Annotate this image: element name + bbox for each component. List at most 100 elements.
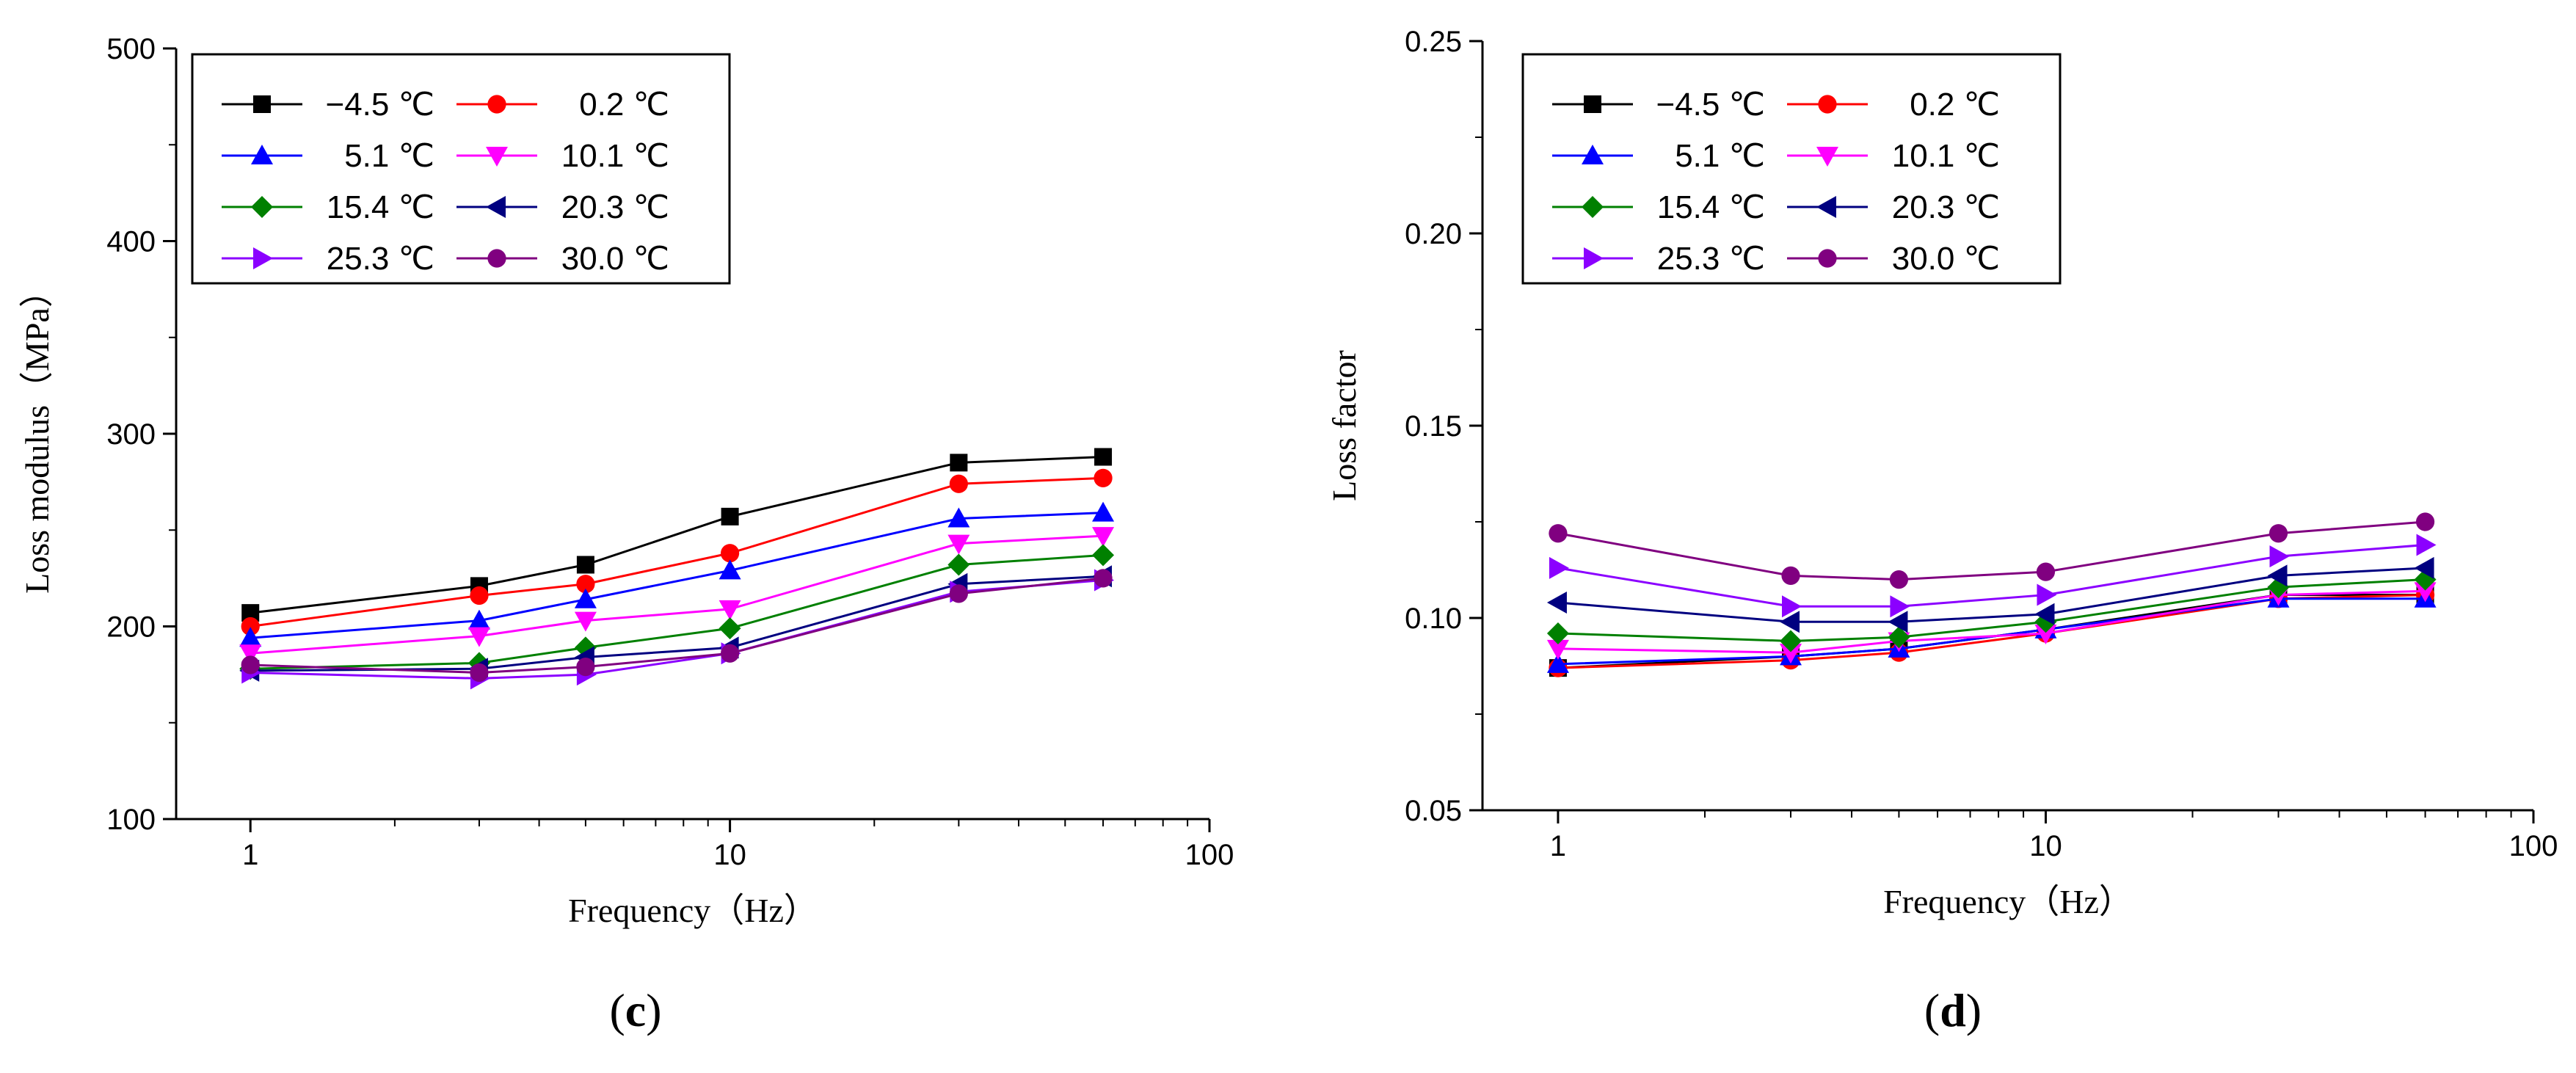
series-6 [239,565,1113,682]
series-line [250,579,1104,680]
legend-marker [1818,95,1837,114]
y-tick-label: 0.10 [1405,603,1462,635]
x-tick-label: 1 [1550,830,1566,862]
data-point [2414,556,2434,579]
series-6 [1546,556,2434,633]
data-point [1781,566,1800,585]
x-tick-label: 100 [2509,830,2558,862]
data-point [239,644,262,665]
series-line [1557,594,2426,669]
data-point [576,556,594,574]
series-8 [241,569,1113,683]
y-tick-label: 0.05 [1405,795,1462,827]
legend-marker [1816,147,1838,167]
data-point [1094,468,1113,487]
series-line [250,476,1104,628]
legend: −4.5 ℃ 0.2 ℃ 5.1 ℃ 10.1 ℃ 15.4 ℃ 20.3 ℃ 25.3 ℃… [1521,53,2062,285]
series-line [250,512,1104,639]
data-point [2036,562,2056,581]
legend-marker [487,249,506,268]
data-point [2416,534,2437,556]
y-tick-label: 300 [106,418,156,451]
legend-marker [486,196,506,218]
data-point [2414,568,2437,591]
y-axis-label: Loss modulus（MPa） [18,274,56,594]
data-point [721,544,740,563]
legend-label: −4.5 ℃ [1656,87,1766,123]
data-point [949,584,968,603]
legend-label: 5.1 ℃ [1675,138,1765,174]
legend-label: 30.0 ℃ [1892,241,2000,277]
legend-item: 15.4 ℃ [222,189,434,225]
y-tick-label: 100 [106,804,156,836]
chart-loss-factor: 0.05 0.10 0.15 0.20 0.25 1 10 100 Frequency（Hz） L… [1325,26,2558,920]
data-point [1092,544,1115,567]
data-point [2269,545,2290,568]
legend-label: 30.0 ℃ [561,241,669,277]
series-1 [241,448,1113,622]
data-point [718,600,741,620]
legend-marker [1582,145,1604,164]
y-axis-label: Loss factor [1325,350,1363,501]
y-tick-label: 400 [106,226,156,258]
data-point [949,474,968,493]
data-point [1888,626,1910,649]
legend-label: 25.3 ℃ [327,241,434,277]
series-8 [1549,512,2435,589]
data-point [1094,569,1113,588]
legend-label: 10.1 ℃ [561,138,669,174]
legend-marker [1584,247,1604,269]
series-line [250,456,1104,614]
data-point [1546,622,1569,644]
x-tick-label: 1 [242,839,258,871]
legend-marker [1584,95,1601,113]
data-point [1890,595,1910,618]
legend-label: 0.2 ℃ [1910,87,2000,123]
data-point [574,588,597,608]
legend-label: 15.4 ℃ [1657,189,1765,225]
series-line [1557,567,2426,623]
series-3 [1546,587,2437,673]
legend-item: 25.3 ℃ [222,241,434,277]
legend-item: 0.2 ℃ [456,87,669,123]
series-line [1557,520,2426,581]
legend-item: 10.1 ℃ [456,138,669,174]
data-point [1546,592,1567,614]
legend: −4.5 ℃ 0.2 ℃ 5.1 ℃ 10.1 ℃ 15.4 ℃ 20.3 ℃ 25.3 ℃… [191,53,731,285]
x-axis-label: Frequency（Hz） [1883,883,2133,920]
legend-item: 10.1 ℃ [1787,138,2000,174]
x-axis-label: Frequency（Hz） [568,892,818,929]
y-tick-label: 200 [106,611,156,644]
legend-item: 5.1 ℃ [222,138,434,174]
data-point [470,586,489,605]
series-line [250,575,1104,672]
data-point [721,507,739,525]
legend-marker [1818,249,1837,268]
series-line [1557,589,2426,654]
data-point [950,454,968,472]
legend-marker [253,247,273,269]
y-tick-label: 500 [106,33,156,65]
data-point [1779,644,1802,664]
legend-item: 15.4 ℃ [1552,189,1765,225]
x-tick-label: 100 [1185,839,1234,871]
legend-marker [486,147,508,167]
legend-item: 30.0 ℃ [456,241,669,277]
data-point [576,658,595,677]
series-line [1557,578,2426,642]
legend-label: 20.3 ℃ [561,189,669,225]
legend-label: 15.4 ℃ [327,189,434,225]
data-point [2414,582,2437,603]
y-tick-label: 0.20 [1405,218,1462,250]
chart-loss-modulus: 100 200 300 400 500 1 10 100 Frequency（Hz） Loss m… [18,33,1234,929]
data-point [718,559,741,580]
legend-item: 25.3 ℃ [1552,241,1765,277]
series-2 [241,468,1113,636]
data-point [1546,652,1569,673]
data-point [721,644,740,663]
legend-marker [251,145,273,164]
data-point [1779,611,1800,633]
legend-label: 25.3 ℃ [1657,241,1765,277]
legend-item: 30.0 ℃ [1787,241,2000,277]
y-tick-label: 0.15 [1405,410,1462,443]
